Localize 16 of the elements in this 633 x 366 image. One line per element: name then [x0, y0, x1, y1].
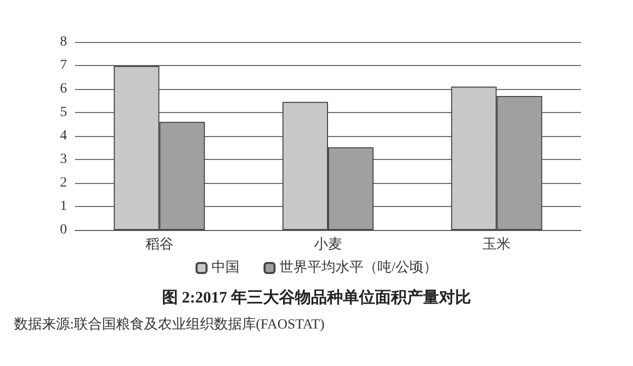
y-tick-label: 1	[60, 199, 67, 214]
x-tick-label: 玉米	[482, 236, 511, 252]
y-tick-label: 8	[60, 34, 67, 50]
x-tick-label: 小麦	[314, 236, 342, 252]
legend-label: 世界平均水平（吨/公顷）	[280, 260, 438, 276]
y-tick-label: 4	[60, 128, 67, 144]
y-tick-label: 5	[60, 105, 67, 120]
y-tick-label: 0	[60, 222, 67, 238]
y-tick-label: 3	[60, 152, 67, 167]
legend-label: 中国	[212, 260, 240, 276]
y-tick-label: 2	[60, 176, 67, 190]
y-tick-label: 6	[60, 82, 67, 96]
x-tick-label: 稻谷	[145, 236, 174, 252]
y-tick-label: 7	[60, 58, 67, 73]
text: 图 2:2017 年三大谷物品种单位面积产量对比	[162, 288, 472, 306]
source-note: 数据来源:联合国粮食及农业组织数据库(FAOSTAT)	[14, 316, 325, 332]
